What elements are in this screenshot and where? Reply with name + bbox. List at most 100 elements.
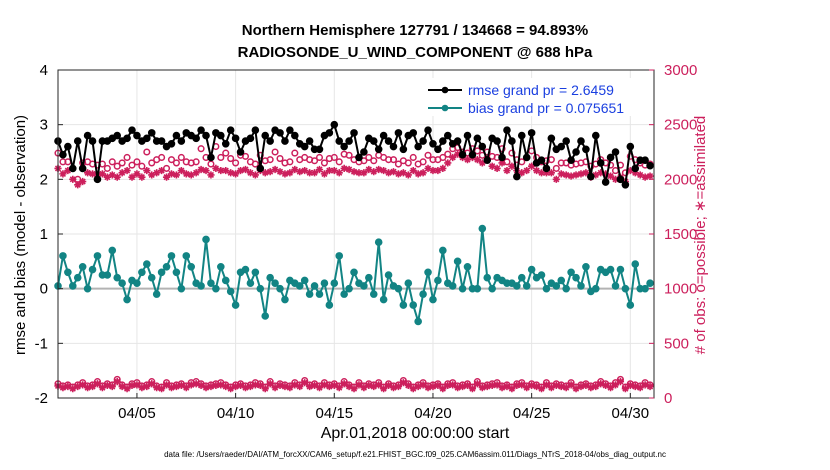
assimilated-marker (281, 170, 289, 178)
assimilated-bottom-marker (483, 382, 491, 391)
assimilated-bottom-marker (88, 382, 97, 391)
rmse-point (493, 137, 501, 145)
assimilated-bottom-marker (532, 382, 541, 391)
rmse-point (207, 153, 215, 162)
y-tick-label-right: 0 (664, 390, 672, 407)
assimilated-bottom-marker (567, 381, 575, 389)
possible-marker (177, 153, 185, 162)
rmse-point (631, 164, 640, 173)
rmse-point (300, 142, 309, 151)
assimilated-marker (172, 171, 181, 179)
rmse-point (503, 126, 511, 134)
possible-marker (143, 148, 151, 156)
bias-point (453, 257, 462, 266)
bias-point (281, 295, 289, 304)
bias-point (103, 271, 112, 279)
bias-point (152, 290, 161, 298)
bias-point (202, 235, 210, 244)
y-tick-label-right: 1500 (664, 226, 697, 243)
assimilated-marker (463, 156, 472, 164)
bias-point (266, 273, 274, 282)
rmse-point (340, 142, 348, 151)
bias-point (562, 284, 570, 293)
assimilated-bottom-marker (197, 381, 205, 390)
rmse-point (236, 148, 245, 156)
rmse-point (414, 142, 422, 151)
possible-marker (424, 151, 432, 159)
bias-point (606, 265, 615, 274)
assimilated-marker (59, 170, 67, 178)
assimilated-marker (380, 166, 388, 175)
assimilated-bottom-marker (128, 381, 136, 390)
assimilated-marker (197, 165, 205, 174)
assimilated-marker (266, 168, 274, 176)
bias-point (59, 252, 67, 260)
assimilated-marker (360, 169, 368, 177)
assimilated-bottom-marker (187, 381, 195, 389)
assimilated-bottom-marker (103, 381, 111, 390)
bias-point (439, 246, 447, 255)
possible-marker (197, 145, 205, 153)
assimilated-bottom-marker (473, 380, 481, 388)
rmse-point (582, 145, 590, 154)
bias-point (488, 284, 496, 293)
bias-point (591, 284, 600, 293)
assimilated-bottom-marker (207, 382, 215, 391)
assimilated-marker (399, 169, 407, 177)
bias-point (241, 265, 250, 274)
rmse-point (221, 140, 230, 148)
x-tick-label: 04/25 (513, 405, 551, 422)
assimilated-bottom-marker (409, 385, 417, 393)
rmse-point (78, 164, 87, 173)
assimilated-marker (503, 166, 511, 175)
rmse-point (463, 131, 472, 140)
rmse-point (458, 150, 467, 159)
bias-point (315, 290, 324, 298)
bias-point (157, 268, 166, 277)
possible-marker (444, 150, 452, 158)
assimilated-marker (394, 170, 403, 178)
assimilated-bottom-marker (217, 381, 225, 389)
assimilated-bottom-marker (631, 382, 639, 391)
rmse-point (557, 142, 566, 151)
assimilated-marker (552, 175, 560, 183)
assimilated-bottom-marker (251, 381, 259, 389)
possible-marker (103, 164, 111, 172)
assimilated-bottom-marker (227, 385, 235, 393)
assimilated-marker (389, 168, 398, 176)
bias-point (463, 263, 472, 271)
rmse-point (591, 131, 600, 140)
assimilated-bottom-marker (335, 384, 343, 392)
assimilated-marker (148, 171, 156, 179)
rmse-point (468, 150, 477, 159)
assimilated-bottom-marker (503, 382, 511, 391)
assimilated-marker (641, 173, 649, 181)
rmse-point (527, 129, 536, 137)
possible-marker (419, 158, 427, 166)
bias-point (340, 290, 348, 298)
assimilated-marker (523, 166, 531, 175)
assimilated-bottom-marker (360, 384, 368, 392)
rmse-series (54, 120, 654, 189)
possible-marker (148, 159, 156, 167)
assimilated-bottom-marker (286, 384, 294, 392)
assimilated-bottom-marker (315, 384, 324, 392)
bias-point (572, 273, 580, 282)
rmse-point (389, 142, 398, 151)
assimilated-bottom-marker (365, 381, 373, 390)
rmse-point (374, 145, 383, 154)
legend-box (420, 78, 642, 116)
assimilated-bottom-marker (310, 381, 319, 390)
assimilated-bottom-marker (276, 381, 284, 390)
assimilated-bottom-marker (572, 385, 580, 393)
y-tick-label-left: -1 (35, 335, 48, 352)
assimilated-bottom-marker (236, 381, 245, 390)
rmse-point (399, 145, 408, 154)
assimilated-bottom-marker (320, 381, 329, 389)
assimilated-marker (409, 166, 417, 175)
bias-point (365, 273, 373, 282)
assimilated-bottom-marker (602, 381, 610, 390)
assimilated-bottom-marker (577, 382, 585, 391)
possible-marker (271, 148, 279, 156)
assimilated-marker (508, 162, 516, 170)
